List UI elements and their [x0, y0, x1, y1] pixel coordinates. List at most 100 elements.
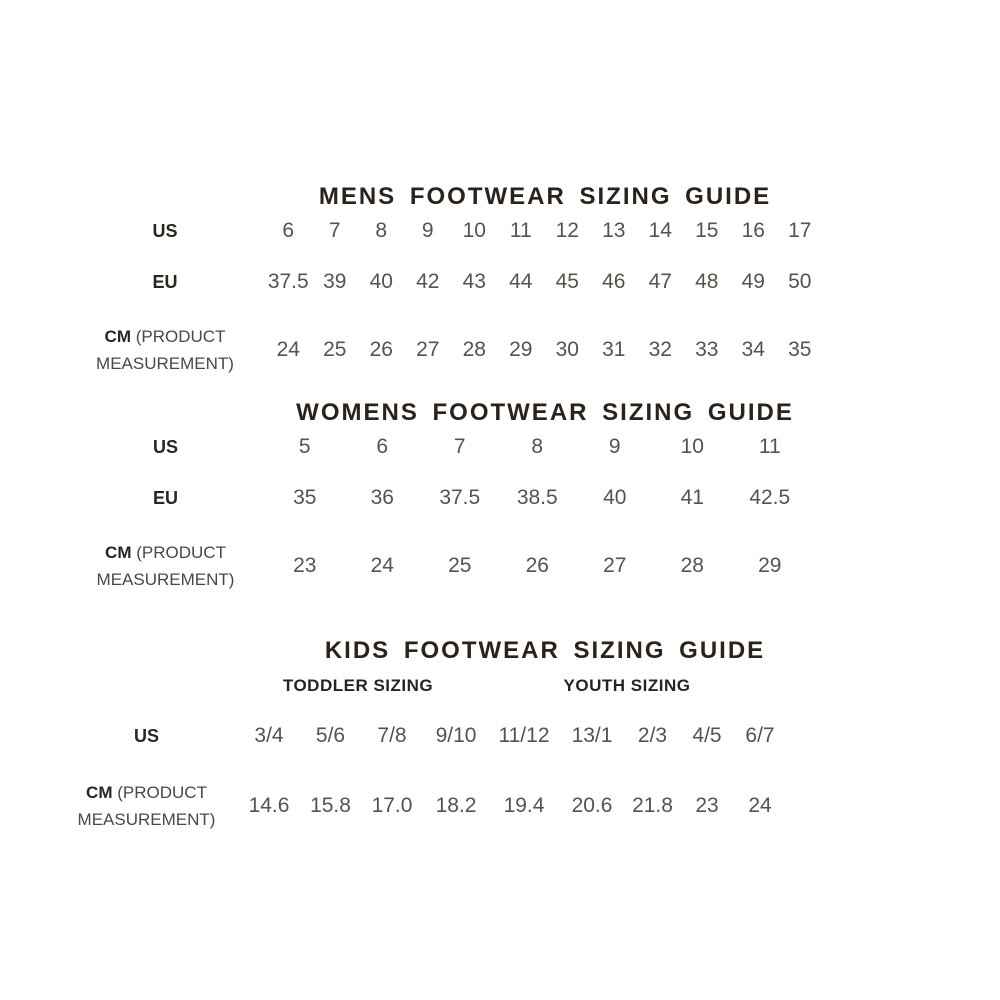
size-value: 6 [376, 435, 389, 458]
size-value: 32 [648, 338, 672, 361]
youth-sizing-subheading: YOUTH SIZING [563, 676, 691, 695]
size-value: 20.6 [571, 794, 613, 817]
row-label-eu: EU [152, 272, 178, 292]
size-value: 9 [421, 219, 434, 242]
size-value: 33 [695, 338, 719, 361]
size-value: 26 [525, 554, 549, 577]
size-value: 4/5 [692, 724, 722, 747]
size-value: 17 [788, 219, 812, 242]
size-value: 16 [741, 219, 765, 242]
cm-unit-label: CM [105, 543, 132, 562]
size-value: 43 [462, 270, 486, 293]
size-value: 9/10 [435, 724, 477, 747]
size-value: 26 [369, 338, 393, 361]
row-label-us: US [152, 221, 178, 241]
mens-sizing-section: MENS FOOTWEAR SIZING GUIDE US 6 7 8 9 10 11 12… [0, 184, 1000, 377]
size-value: 18.2 [435, 794, 477, 817]
size-value: 7 [453, 435, 466, 458]
size-value: 28 [680, 554, 704, 577]
row-label-us: US [133, 726, 159, 746]
row-label-us: US [152, 437, 178, 457]
size-value: 21.8 [632, 794, 673, 817]
size-value: 30 [555, 338, 579, 361]
size-value: 10 [462, 219, 486, 242]
size-value: 41 [680, 486, 704, 509]
size-value: 11 [758, 435, 781, 458]
size-value: 38.5 [516, 486, 558, 509]
size-value: 5/6 [315, 724, 346, 747]
womens-section-title: WOMENS FOOTWEAR SIZING GUIDE [296, 399, 794, 426]
size-value: 7/8 [377, 724, 407, 747]
size-value: 14.6 [248, 794, 290, 817]
size-value: 13/1 [571, 724, 613, 747]
size-value: 36 [370, 486, 394, 509]
size-value: 12 [555, 219, 579, 242]
size-value: 44 [509, 270, 533, 293]
size-value: 11 [509, 219, 532, 242]
size-value: 34 [741, 338, 765, 361]
mens-cm-row: CM (PRODUCT MEASUREMENT) 24 25 26 27 28 29 30 3… [0, 323, 1000, 377]
size-value: 27 [603, 554, 627, 577]
size-value: 5 [298, 435, 311, 458]
cm-note-line2: MEASUREMENT) [96, 354, 234, 373]
size-value: 15 [695, 219, 719, 242]
size-value: 6 [282, 219, 295, 242]
cm-note-line2: MEASUREMENT) [77, 810, 216, 829]
kids-cm-row: CM (PRODUCT MEASUREMENT) 14.6 15.8 17.0 18.… [0, 779, 1000, 833]
row-label-cm: CM (PRODUCT MEASUREMENT) [0, 779, 238, 833]
size-value: 40 [369, 270, 393, 293]
toddler-sizing-subheading: TODDLER SIZING [282, 676, 434, 695]
womens-sizing-section: WOMENS FOOTWEAR SIZING GUIDE US 5 6 7 8 9 10 1… [0, 400, 1000, 593]
size-value: 7 [328, 219, 341, 242]
size-value: 35 [293, 486, 317, 509]
womens-cm-row: CM (PRODUCT MEASUREMENT) 23 24 25 26 27 28 29 [0, 539, 1000, 593]
size-value: 29 [758, 554, 782, 577]
size-value: 40 [603, 486, 627, 509]
size-value: 14 [648, 219, 672, 242]
size-value: 35 [788, 338, 812, 361]
kids-subheadings: TODDLER SIZING YOUTH SIZING [0, 677, 1000, 695]
size-value: 24 [748, 794, 772, 817]
kids-sizing-section: KIDS FOOTWEAR SIZING GUIDE TODDLER SIZIN… [0, 638, 1000, 833]
size-value: 25 [448, 554, 472, 577]
size-value: 37.5 [267, 270, 309, 293]
kids-section-title: KIDS FOOTWEAR SIZING GUIDE [324, 637, 766, 664]
size-value: 31 [602, 338, 626, 361]
size-value: 29 [509, 338, 533, 361]
size-value: 45 [555, 270, 579, 293]
size-value: 27 [416, 338, 440, 361]
size-value: 6/7 [745, 724, 775, 747]
size-value: 19.4 [503, 794, 545, 817]
size-value: 23 [293, 554, 317, 577]
cm-unit-label: CM [86, 783, 113, 802]
size-value: 47 [648, 270, 672, 293]
size-value: 42 [416, 270, 440, 293]
row-label-cm: CM (PRODUCT MEASUREMENT) [0, 323, 265, 377]
size-value: 46 [602, 270, 626, 293]
row-label-cm: CM (PRODUCT MEASUREMENT) [0, 539, 266, 593]
size-value: 37.5 [439, 486, 481, 509]
size-value: 13 [602, 219, 626, 242]
size-value: 17.0 [371, 794, 413, 817]
mens-section-title: MENS FOOTWEAR SIZING GUIDE [318, 183, 772, 210]
cm-unit-label: CM [104, 327, 131, 346]
size-value: 49 [741, 270, 765, 293]
size-value: 8 [531, 435, 544, 458]
size-value: 23 [695, 794, 719, 817]
size-value: 8 [375, 219, 388, 242]
womens-eu-row: EU 35 36 37.5 38.5 40 41 42.5 [0, 486, 1000, 509]
size-value: 48 [695, 270, 719, 293]
womens-us-row: US 5 6 7 8 9 10 11 [0, 435, 1000, 458]
size-value: 50 [788, 270, 812, 293]
size-value: 2/3 [637, 724, 668, 747]
cm-note-line2: MEASUREMENT) [96, 570, 235, 589]
row-label-eu: EU [152, 488, 178, 508]
size-value: 25 [323, 338, 347, 361]
size-value: 42.5 [749, 486, 791, 509]
size-value: 28 [462, 338, 486, 361]
kids-us-row: US 3/4 5/6 7/8 9/10 11/12 13/1 2/3 4/5 6/7 [0, 724, 1000, 747]
cm-note-line1: (PRODUCT [136, 543, 226, 562]
cm-note-line1: (PRODUCT [117, 783, 207, 802]
size-value: 3/4 [254, 724, 284, 747]
mens-us-row: US 6 7 8 9 10 11 12 13 14 15 16 17 [0, 219, 1000, 242]
